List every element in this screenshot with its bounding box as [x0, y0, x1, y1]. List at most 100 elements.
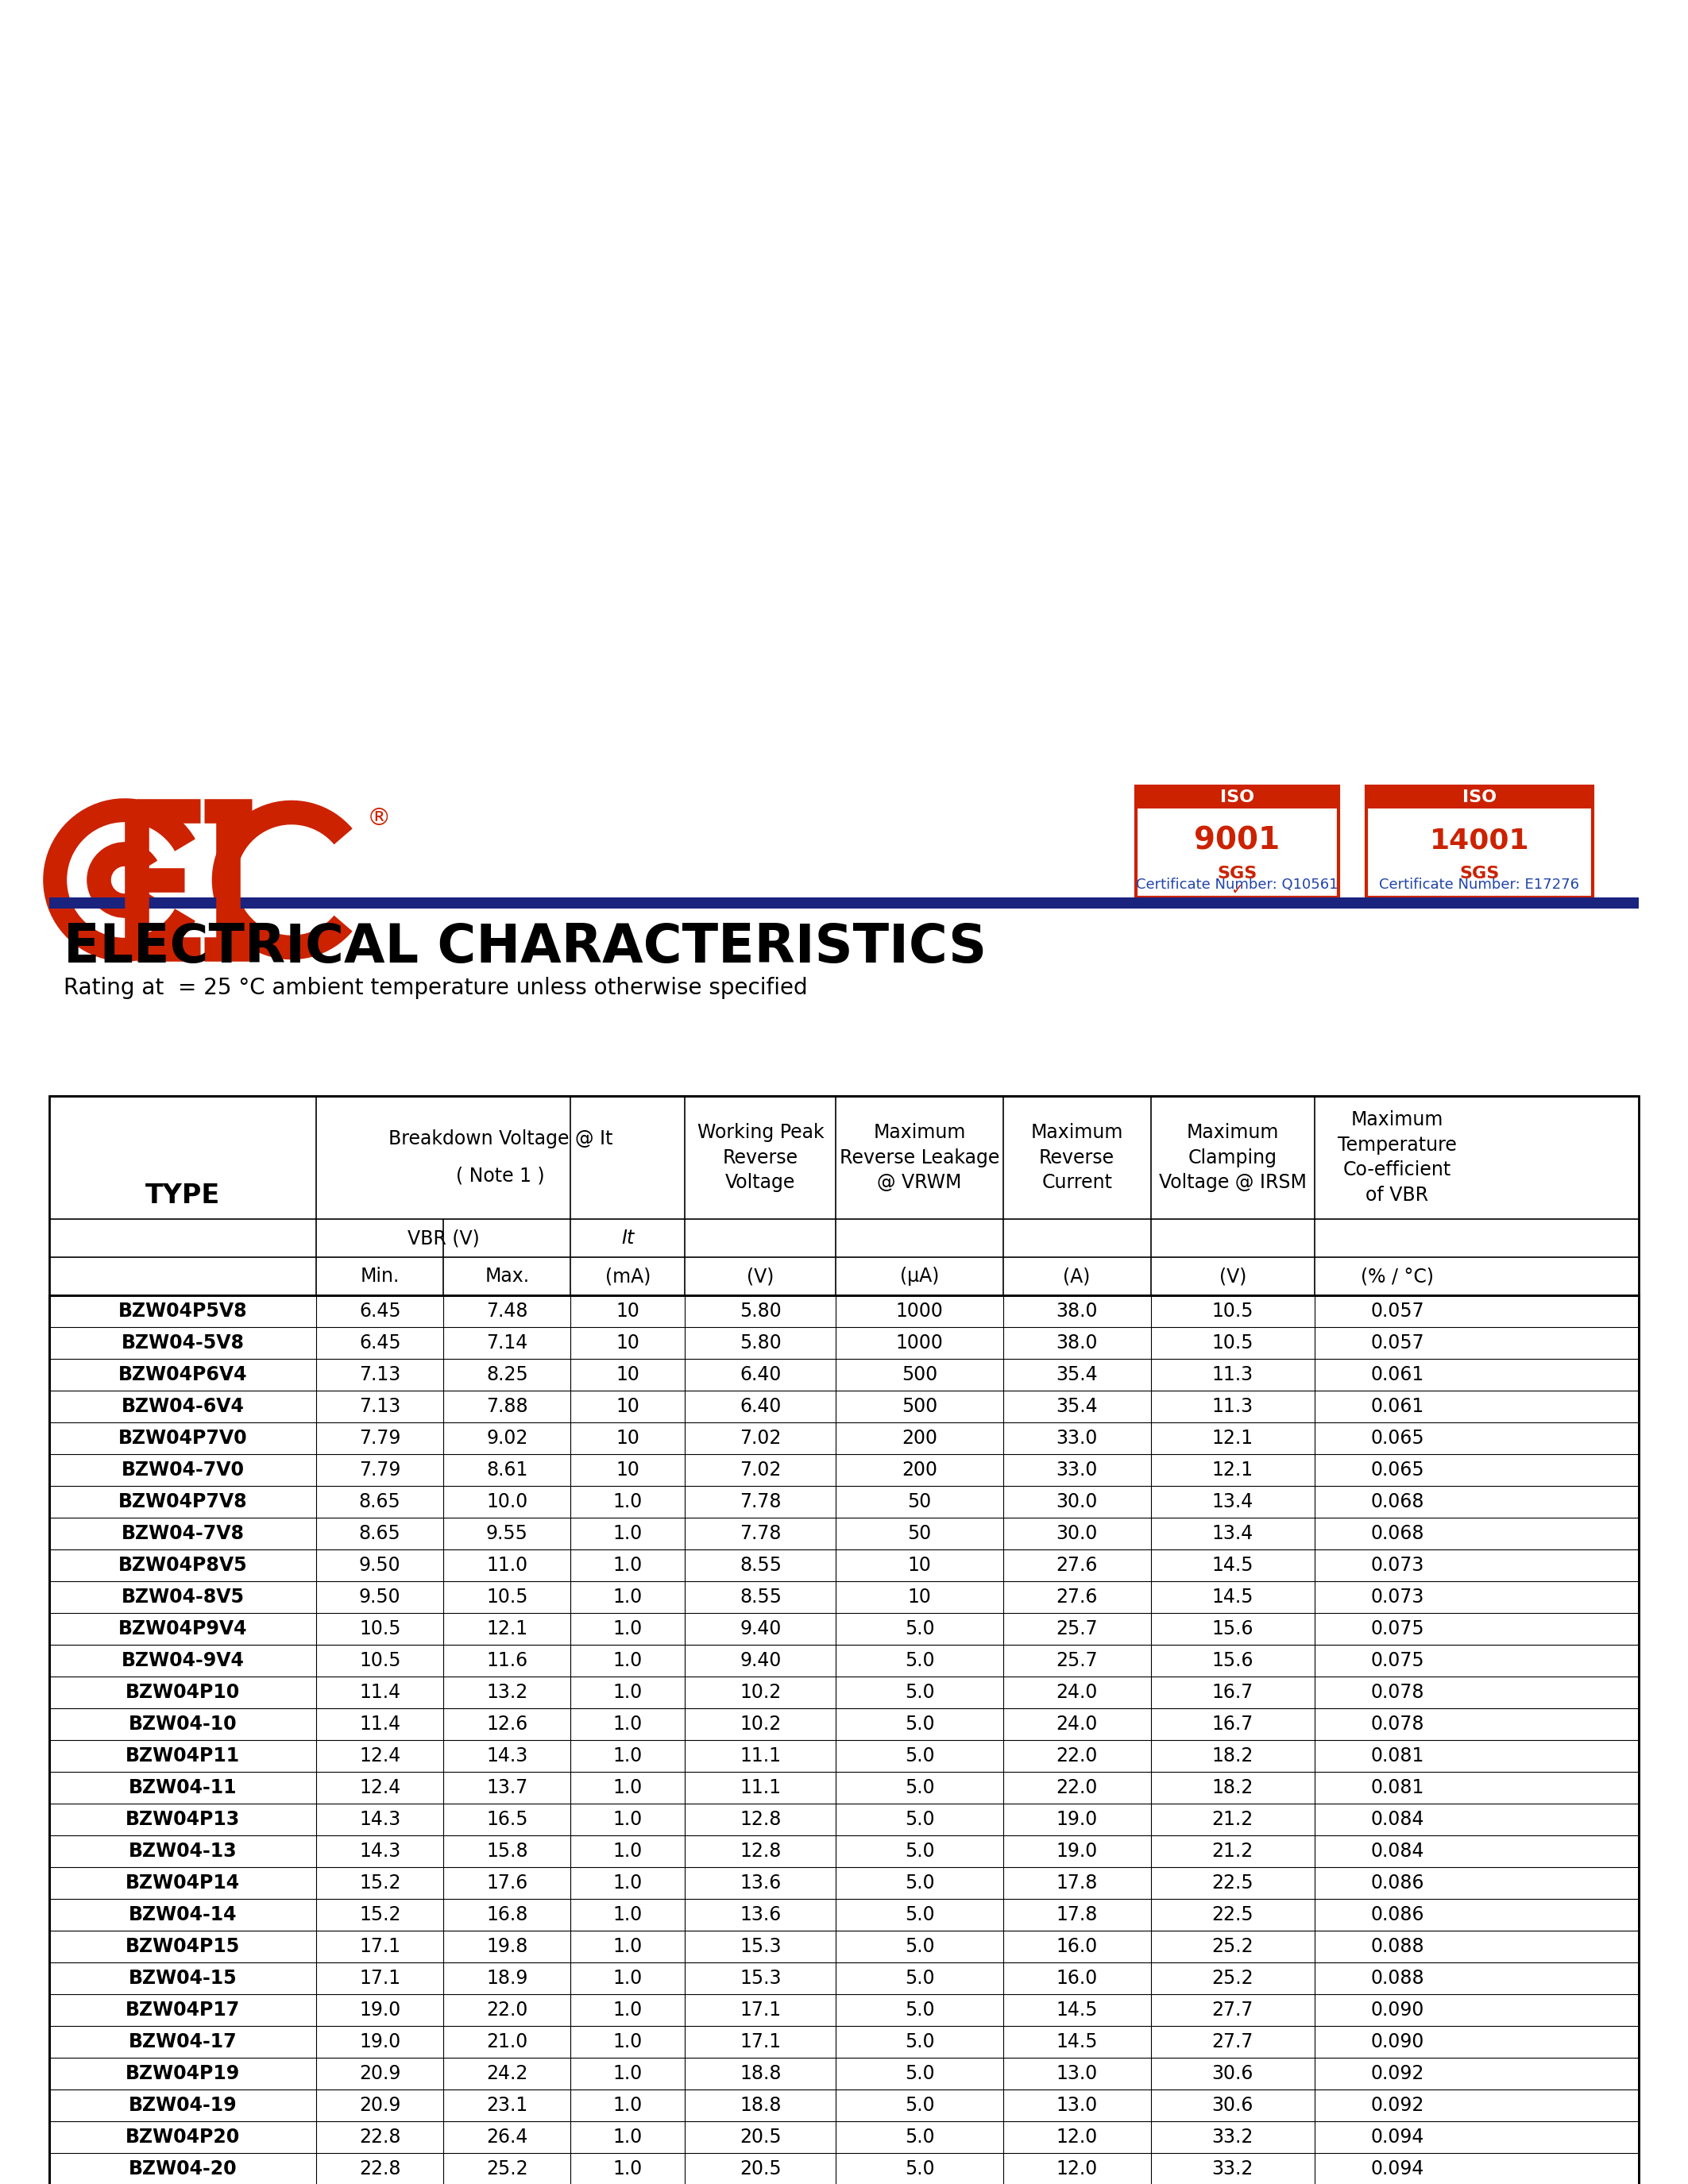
Text: 12.1: 12.1 [1212, 1428, 1252, 1448]
Text: 0.073: 0.073 [1371, 1555, 1425, 1575]
Text: ISO: ISO [1462, 788, 1497, 806]
Text: 11.4: 11.4 [360, 1714, 400, 1734]
Text: BZW04P7V0: BZW04P7V0 [118, 1428, 248, 1448]
Text: BZW04-5V8: BZW04-5V8 [122, 1334, 245, 1352]
Text: 30.6: 30.6 [1212, 2064, 1254, 2084]
Text: 16.5: 16.5 [486, 1811, 528, 1828]
Text: 10: 10 [908, 1588, 932, 1607]
Text: BZW04-13: BZW04-13 [128, 1841, 236, 1861]
Text: 0.065: 0.065 [1371, 1428, 1425, 1448]
Text: BZW04-17: BZW04-17 [128, 2033, 236, 2051]
Text: 0.068: 0.068 [1371, 1524, 1425, 1544]
Text: Breakdown Voltage @ It: Breakdown Voltage @ It [388, 1129, 613, 1149]
Text: 5.0: 5.0 [905, 1651, 935, 1671]
Text: 16.0: 16.0 [1057, 1937, 1097, 1957]
Text: 10: 10 [616, 1365, 640, 1385]
Text: BZW04P10: BZW04P10 [125, 1684, 240, 1701]
Text: (% / °C): (% / °C) [1361, 1267, 1433, 1286]
Text: Max.: Max. [484, 1267, 530, 1286]
Text: BZW04P9V4: BZW04P9V4 [118, 1618, 248, 1638]
Text: 27.7: 27.7 [1212, 2001, 1254, 2020]
Text: 1000: 1000 [896, 1334, 944, 1352]
Text: 1.0: 1.0 [613, 2160, 643, 2177]
Text: 20.5: 20.5 [739, 2160, 782, 2177]
Text: 11.1: 11.1 [739, 1747, 782, 1765]
Text: 7.48: 7.48 [486, 1302, 528, 1321]
Text: 6.45: 6.45 [360, 1302, 400, 1321]
Text: 13.4: 13.4 [1212, 1524, 1254, 1544]
Text: 10: 10 [616, 1461, 640, 1479]
Text: 10.5: 10.5 [486, 1588, 528, 1607]
Bar [49, 1295, 1639, 2184]
Text: 13.0: 13.0 [1057, 2064, 1097, 2084]
Text: BZW04P11: BZW04P11 [125, 1747, 240, 1765]
Text: 10.5: 10.5 [1212, 1302, 1254, 1321]
Text: 5.0: 5.0 [905, 1968, 935, 1987]
Text: 18.8: 18.8 [739, 2097, 782, 2114]
Text: Certificate Number: E17276: Certificate Number: E17276 [1379, 878, 1580, 891]
Text: 200: 200 [901, 1428, 937, 1448]
Text: 200: 200 [901, 1461, 937, 1479]
Text: 25.7: 25.7 [1057, 1651, 1097, 1671]
Text: 14.5: 14.5 [1057, 2033, 1097, 2051]
Text: 5.0: 5.0 [905, 1684, 935, 1701]
Text: 21.2: 21.2 [1212, 1811, 1254, 1828]
Text: 1.0: 1.0 [613, 2001, 643, 2020]
Text: 9.40: 9.40 [739, 1651, 782, 1671]
Text: 12.8: 12.8 [739, 1811, 782, 1828]
Text: 21.2: 21.2 [1212, 1841, 1254, 1861]
Text: 5.0: 5.0 [905, 1841, 935, 1861]
Text: 0.086: 0.086 [1371, 1904, 1425, 1924]
Text: 7.13: 7.13 [360, 1365, 400, 1385]
Text: 14.3: 14.3 [486, 1747, 528, 1765]
Text: 500: 500 [901, 1398, 937, 1415]
Text: 35.4: 35.4 [1057, 1365, 1097, 1385]
Text: 10: 10 [616, 1398, 640, 1415]
Text: SGS: SGS [1217, 865, 1258, 882]
Text: Working Peak
Reverse
Voltage: Working Peak Reverse Voltage [697, 1123, 824, 1192]
Text: 10: 10 [616, 1302, 640, 1321]
Text: 17.6: 17.6 [486, 1874, 528, 1894]
Text: 11.1: 11.1 [739, 1778, 782, 1797]
Text: 500: 500 [901, 1365, 937, 1385]
Text: 0.061: 0.061 [1371, 1365, 1425, 1385]
Text: BZW04-14: BZW04-14 [128, 1904, 236, 1924]
Text: 1.0: 1.0 [613, 1588, 643, 1607]
Text: BZW04P14: BZW04P14 [125, 1874, 240, 1894]
Text: 12.1: 12.1 [486, 1618, 528, 1638]
Text: BZW04-9V4: BZW04-9V4 [122, 1651, 245, 1671]
Text: 0.094: 0.094 [1371, 2127, 1425, 2147]
Text: 1.0: 1.0 [613, 1874, 643, 1894]
Text: 25.2: 25.2 [486, 2160, 528, 2177]
Bar [1366, 786, 1593, 898]
Text: 5.0: 5.0 [905, 1874, 935, 1894]
Text: 20.5: 20.5 [739, 2127, 782, 2147]
Text: 13.6: 13.6 [739, 1904, 782, 1924]
Text: 12.6: 12.6 [486, 1714, 528, 1734]
Bar [49, 1096, 1639, 2184]
Text: 11.0: 11.0 [486, 1555, 528, 1575]
Text: 8.65: 8.65 [360, 1492, 400, 1511]
Text: 15.6: 15.6 [1212, 1618, 1254, 1638]
Text: 9.55: 9.55 [486, 1524, 528, 1544]
Text: 0.086: 0.086 [1371, 1874, 1425, 1894]
Text: 17.1: 17.1 [739, 2001, 782, 2020]
Text: ®: ® [366, 806, 392, 830]
Text: 6.40: 6.40 [739, 1365, 782, 1385]
Text: 0.088: 0.088 [1371, 1968, 1425, 1987]
Text: 0.057: 0.057 [1371, 1334, 1425, 1352]
Text: 17.1: 17.1 [360, 1968, 400, 1987]
Text: 19.0: 19.0 [360, 2001, 400, 2020]
Text: 1.0: 1.0 [613, 1714, 643, 1734]
Text: 7.02: 7.02 [739, 1461, 782, 1479]
Text: BZW04P15: BZW04P15 [125, 1937, 240, 1957]
Text: 5.0: 5.0 [905, 2064, 935, 2084]
Text: 33.2: 33.2 [1212, 2127, 1254, 2147]
Text: Min.: Min. [360, 1267, 400, 1286]
Text: 50: 50 [908, 1524, 932, 1544]
Text: SGS: SGS [1460, 865, 1499, 882]
Text: BZW04-19: BZW04-19 [128, 2097, 236, 2114]
Text: 1.0: 1.0 [613, 2127, 643, 2147]
Text: 19.0: 19.0 [1057, 1841, 1097, 1861]
Text: 15.8: 15.8 [486, 1841, 528, 1861]
